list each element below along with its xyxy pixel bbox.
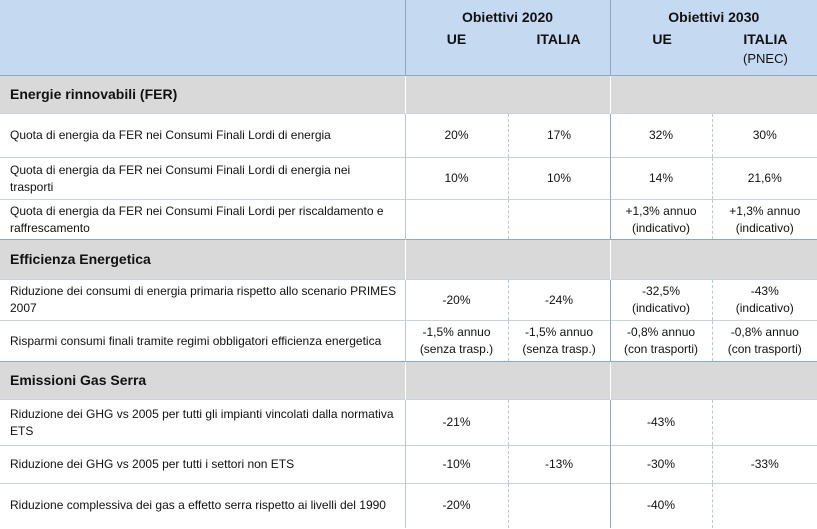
section-spacer: [404, 239, 611, 280]
row-label: Quota di energia da FER nei Consumi Fina…: [0, 199, 405, 240]
section-spacer: [404, 361, 611, 400]
row-label: Riduzione dei GHG vs 2005 per tutti i se…: [0, 445, 405, 484]
cell-value: -32,5%: [642, 284, 681, 298]
cell-2020-it: -24%: [507, 279, 611, 321]
cell-2030-ue: 32%: [609, 113, 713, 158]
row-label: Riduzione complessiva dei gas a effetto …: [0, 483, 405, 528]
section-spacer: [609, 75, 817, 114]
row-label: Riduzione dei GHG vs 2005 per tutti gli …: [0, 399, 405, 446]
table-row: Riduzione dei GHG vs 2005 per tutti gli …: [0, 399, 817, 446]
cell-2020-it: -13%: [507, 445, 611, 484]
header-2030-italia: ITALIA: [743, 31, 788, 47]
cell-2020-it: [507, 483, 611, 528]
cell-2020-it: 17%: [507, 113, 611, 158]
table-row: Quota di energia da FER nei Consumi Fina…: [0, 157, 817, 200]
row-label: Risparmi consumi finali tramite regimi o…: [0, 320, 405, 362]
cell-2030-ue: 14%: [609, 157, 713, 200]
header-2020-title: Obiettivi 2020: [461, 9, 554, 25]
section-title: Emissioni Gas Serra: [0, 361, 405, 400]
section-header-fer: Energie rinnovabili (FER): [0, 75, 817, 114]
section-header-efficienza: Efficienza Energetica: [0, 239, 817, 280]
cell-2030-ue: -32,5% (indicativo): [609, 279, 713, 321]
table-row: Riduzione dei GHG vs 2005 per tutti i se…: [0, 445, 817, 484]
cell-note: (indicativo): [632, 220, 691, 235]
cell-2020-ue: [404, 199, 508, 240]
cell-note: (indicativo): [735, 301, 794, 315]
cell-note: (indicativo): [632, 301, 691, 315]
cell-value: +1,3% annuo: [729, 203, 801, 218]
header-2020-ue: UE: [446, 31, 467, 47]
table-row: Riduzione complessiva dei gas a effetto …: [0, 483, 817, 528]
cell-2030-it: -0,8% annuo (con trasporti): [711, 320, 817, 362]
cell-2020-ue: -20%: [404, 279, 508, 321]
cell-2030-it: -43% (indicativo): [711, 279, 817, 321]
cell-note: (con trasporti): [624, 342, 699, 356]
header-2030-title: Obiettivi 2030: [668, 9, 760, 25]
table-row: Quota di energia da FER nei Consumi Fina…: [0, 113, 817, 158]
header-empty-cell: [0, 0, 406, 76]
cell-value: +1,3% annuo: [625, 203, 697, 218]
cell-2020-ue: -1,5% annuo (senza trasp.): [404, 320, 508, 362]
header-2020: Obiettivi 2020 UE ITALIA: [404, 0, 611, 76]
cell-note: (con trasporti): [727, 342, 802, 356]
cell-2030-ue: -40%: [609, 483, 713, 528]
section-title: Efficienza Energetica: [0, 239, 405, 280]
cell-2030-ue: -43%: [609, 399, 713, 446]
row-label: Riduzione dei consumi di energia primari…: [0, 279, 405, 321]
header-2030-pnec: (PNEC): [743, 51, 788, 66]
cell-note: (senza trasp.): [522, 342, 596, 356]
cell-note: (indicativo): [735, 220, 794, 235]
cell-value: -0,8% annuo: [730, 325, 799, 339]
section-header-emissioni: Emissioni Gas Serra: [0, 361, 817, 400]
cell-2030-it: 21,6%: [711, 157, 817, 200]
cell-2020-ue: 10%: [404, 157, 508, 200]
table-row: Quota di energia da FER nei Consumi Fina…: [0, 199, 817, 240]
cell-2030-it: -33%: [711, 445, 817, 484]
header-2030-ue: UE: [652, 31, 672, 47]
cell-note: (senza trasp.): [419, 342, 494, 356]
cell-2030-it: +1,3% annuo (indicativo): [711, 199, 817, 240]
header-row: Obiettivi 2020 UE ITALIA Obiettivi 2030 …: [0, 0, 817, 76]
section-title: Energie rinnovabili (FER): [0, 75, 405, 114]
cell-2020-it: 10%: [507, 157, 611, 200]
cell-value: -43%: [750, 284, 779, 298]
section-spacer: [609, 239, 817, 280]
cell-2020-it: [507, 399, 611, 446]
cell-2030-it: 30%: [711, 113, 817, 158]
cell-value: -1,5% annuo: [524, 325, 594, 339]
header-2020-italia: ITALIA: [536, 31, 581, 47]
cell-value: -1,5% annuo: [422, 325, 491, 339]
row-label: Quota di energia da FER nei Consumi Fina…: [0, 157, 405, 200]
header-2030: Obiettivi 2030 UE ITALIA (PNEC): [609, 0, 817, 76]
cell-2030-ue: -0,8% annuo (con trasporti): [609, 320, 713, 362]
cell-2020-it: -1,5% annuo (senza trasp.): [507, 320, 611, 362]
cell-2020-ue: 20%: [404, 113, 508, 158]
cell-2020-it: [507, 199, 611, 240]
table-row: Risparmi consumi finali tramite regimi o…: [0, 320, 817, 362]
cell-2020-ue: -21%: [404, 399, 508, 446]
table-row: Riduzione dei consumi di energia primari…: [0, 279, 817, 321]
cell-2030-it: [711, 483, 817, 528]
cell-2020-ue: -20%: [404, 483, 508, 528]
cell-2030-ue: +1,3% annuo (indicativo): [609, 199, 713, 240]
section-spacer: [609, 361, 817, 400]
section-spacer: [404, 75, 611, 114]
cell-value: -0,8% annuo: [626, 325, 696, 339]
row-label: Quota di energia da FER nei Consumi Fina…: [0, 113, 405, 158]
cell-2030-it: [711, 399, 817, 446]
cell-2020-ue: -10%: [404, 445, 508, 484]
cell-2030-ue: -30%: [609, 445, 713, 484]
